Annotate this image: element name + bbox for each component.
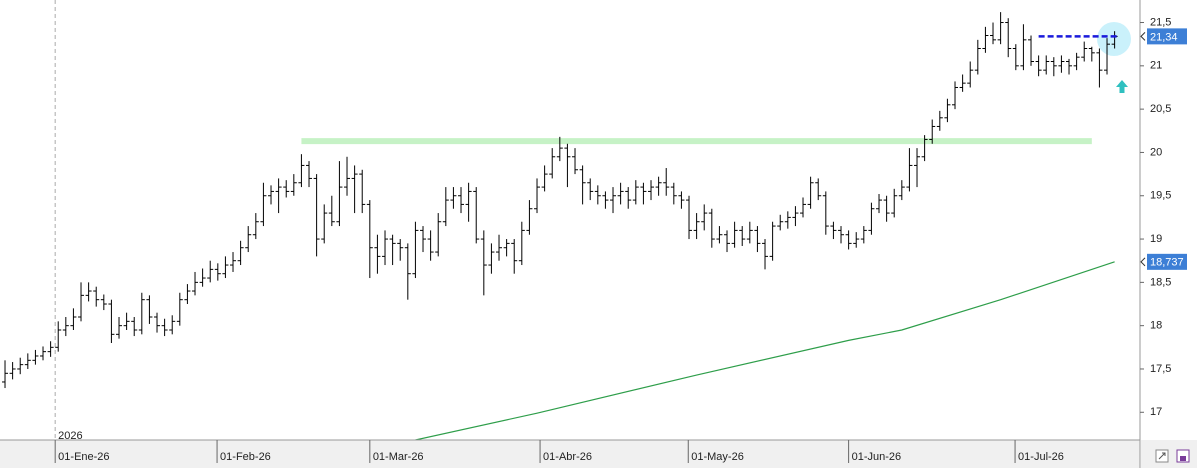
y-tick-label: 19 xyxy=(1150,233,1162,245)
up-arrow xyxy=(1116,80,1128,93)
zoom-glyph xyxy=(1158,452,1166,460)
last-price-tag-pointer xyxy=(1140,32,1146,41)
moving-average xyxy=(415,261,1115,440)
y-tick-label: 21,5 xyxy=(1150,16,1171,28)
ma-tag-pointer xyxy=(1140,257,1146,267)
x-tick-label: 01-Abr-26 xyxy=(543,451,592,463)
last-price-tag-label: 21,34 xyxy=(1150,31,1178,43)
y-tick-label: 19,5 xyxy=(1150,190,1171,202)
x-tick-label: 01-Feb-26 xyxy=(220,451,271,463)
plot-marks xyxy=(2,12,1119,440)
y-tick-label: 17,5 xyxy=(1150,363,1171,375)
y-tick-label: 18,5 xyxy=(1150,276,1171,288)
ma-tag-box xyxy=(1147,253,1187,270)
x-tick-label: 01-Jun-26 xyxy=(852,451,902,463)
x-tick-label: 01-Mar-26 xyxy=(373,451,424,463)
highlight-circle xyxy=(1097,22,1131,56)
year-label: 2026 xyxy=(58,430,82,442)
x-tick-label: 01-Jul-26 xyxy=(1018,451,1064,463)
y-tick-label: 18 xyxy=(1150,320,1162,332)
plot-underlay xyxy=(54,0,1092,440)
x-axis-band xyxy=(0,440,1140,468)
ma-tag-label: 18,737 xyxy=(1150,257,1184,269)
y-tick-label: 20 xyxy=(1150,146,1162,158)
x-tick-label: 01-Ene-26 xyxy=(58,451,109,463)
x-tick-label: 01-May-26 xyxy=(691,451,744,463)
y-tick-label: 20,5 xyxy=(1150,103,1171,115)
y-tick-label: 21 xyxy=(1150,60,1162,72)
y-tick-label: 17 xyxy=(1150,406,1162,418)
save-glyph xyxy=(1180,456,1186,461)
last-price-tag-box xyxy=(1147,28,1187,45)
